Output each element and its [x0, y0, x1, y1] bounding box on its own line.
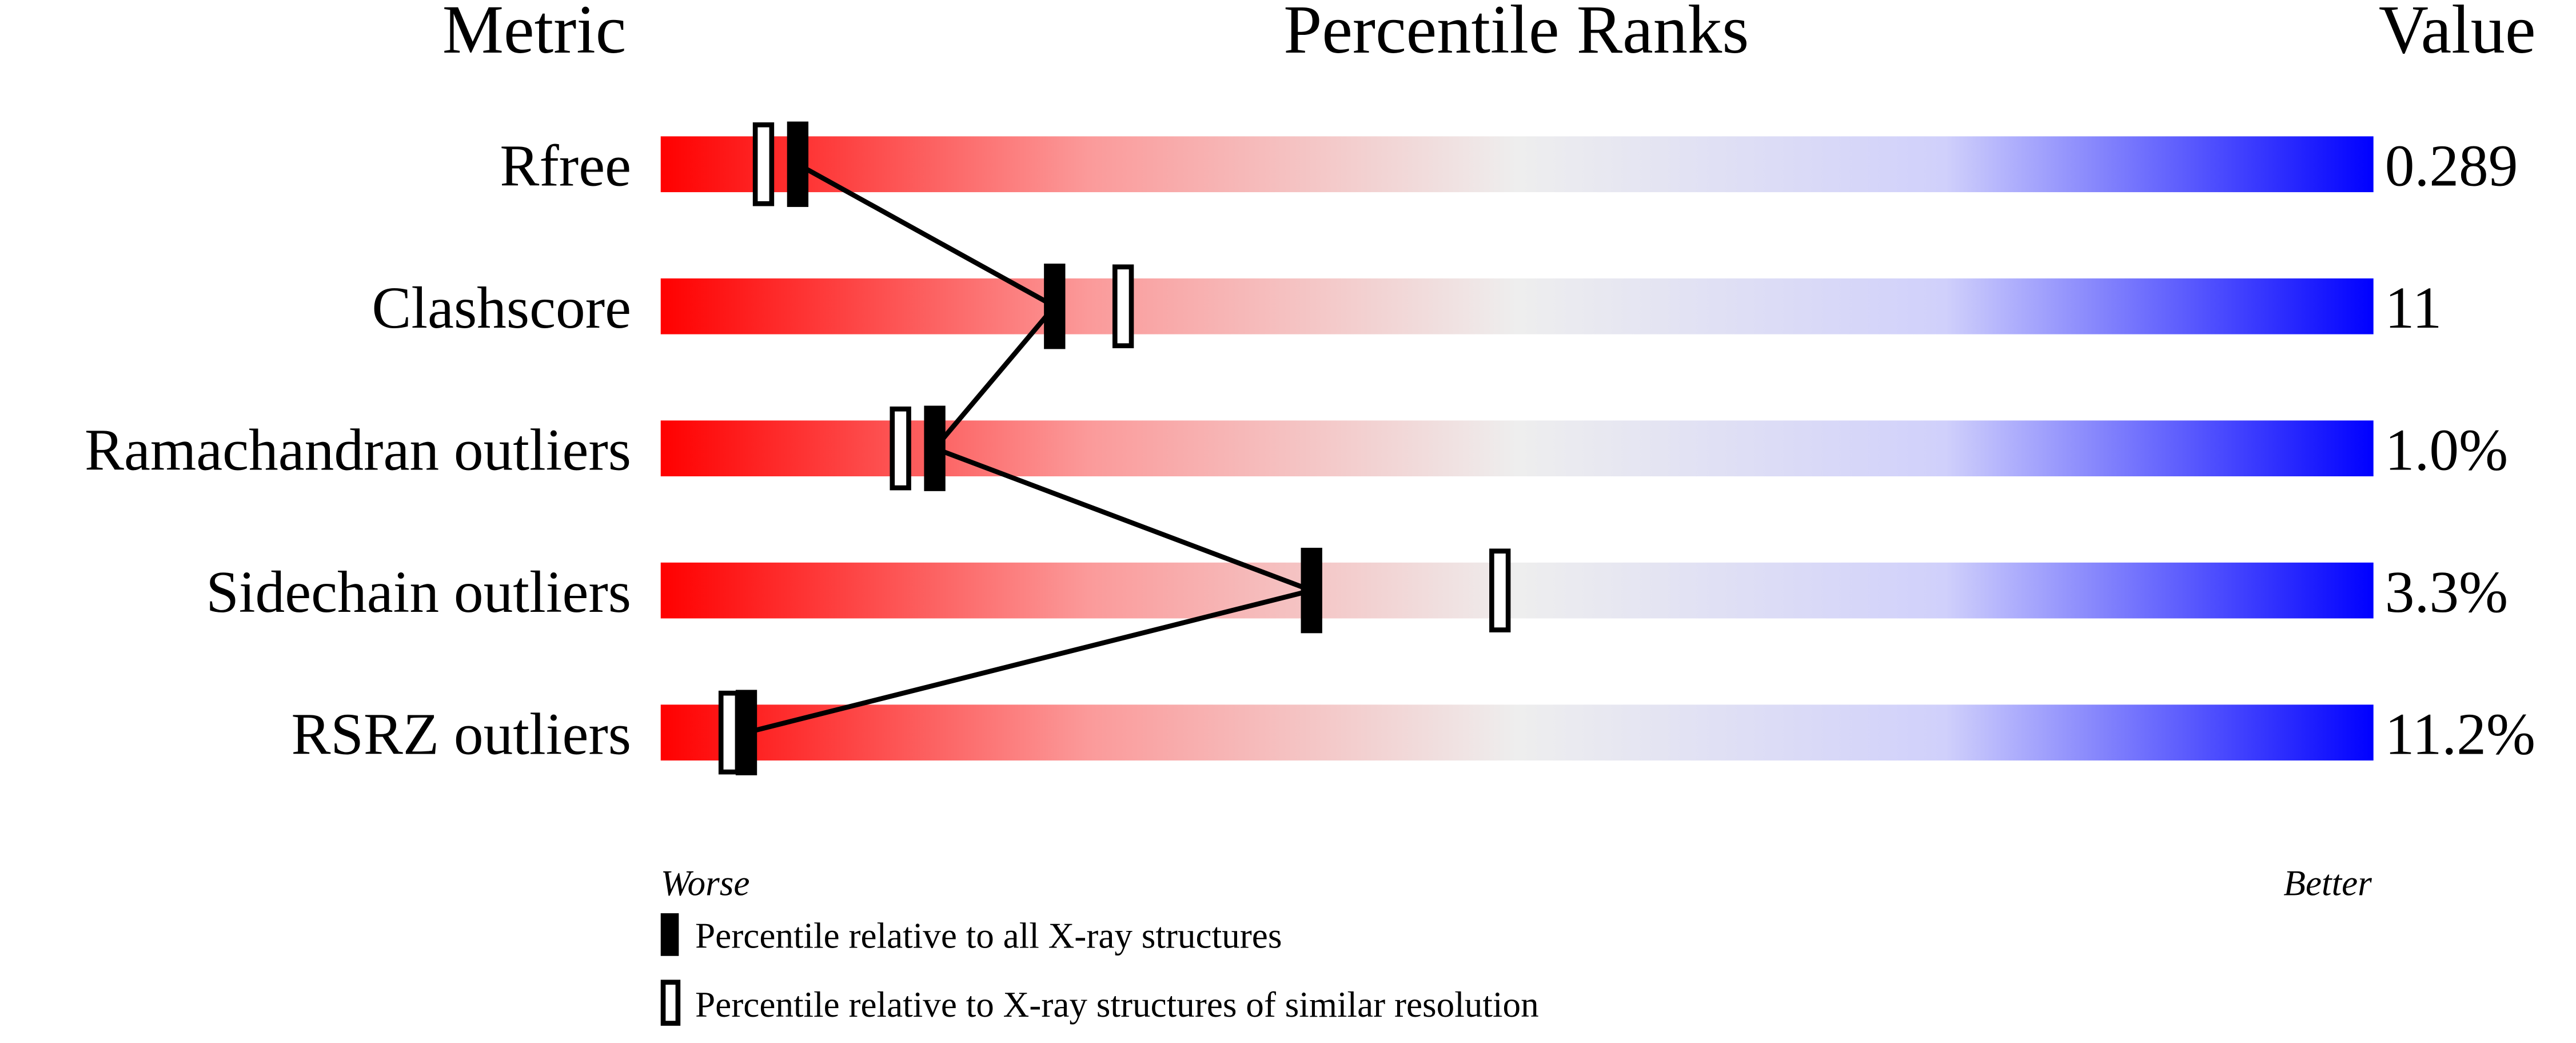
legend-open-label: Percentile relative to X-ray structures … — [695, 985, 1539, 1025]
marker-similar-resolution — [1112, 264, 1134, 348]
marker-all-structures — [1301, 547, 1322, 634]
marker-all-structures — [1044, 264, 1066, 349]
marker-similar-resolution — [752, 122, 775, 206]
header-value: Value — [2379, 0, 2536, 68]
axis-better-label: Better — [2283, 863, 2372, 903]
metric-label: Clashscore — [372, 276, 631, 341]
percentile-bar — [660, 136, 2374, 193]
axis-worse-label: Worse — [661, 863, 750, 903]
metric-label: Rfree — [500, 134, 631, 199]
header-metric: Metric — [442, 0, 627, 68]
percentile-bar — [660, 704, 2374, 761]
marker-similar-resolution — [1489, 548, 1511, 632]
legend-filled-marker — [660, 913, 679, 956]
metric-label: RSRZ outliers — [291, 702, 631, 767]
marker-all-structures — [924, 405, 946, 491]
metric-value: 1.0% — [2385, 418, 2508, 483]
metric-value: 11 — [2385, 276, 2442, 341]
percentile-bar — [660, 420, 2374, 477]
marker-all-structures — [787, 121, 809, 207]
metric-value: 3.3% — [2385, 560, 2508, 625]
legend-filled-label: Percentile relative to all X-ray structu… — [695, 915, 1282, 956]
metric-label: Ramachandran outliers — [85, 418, 631, 483]
percentile-bar — [660, 562, 2374, 619]
metric-value: 11.2% — [2385, 702, 2535, 767]
legend-open-marker — [660, 980, 681, 1026]
marker-all-structures — [735, 690, 757, 775]
metric-value: 0.289 — [2385, 134, 2518, 199]
marker-similar-resolution — [890, 406, 911, 491]
metric-label: Sidechain outliers — [206, 560, 631, 625]
percentile-bar — [660, 278, 2374, 335]
marker-similar-resolution — [718, 690, 740, 775]
header-percentile-ranks: Percentile Ranks — [1283, 0, 1749, 68]
